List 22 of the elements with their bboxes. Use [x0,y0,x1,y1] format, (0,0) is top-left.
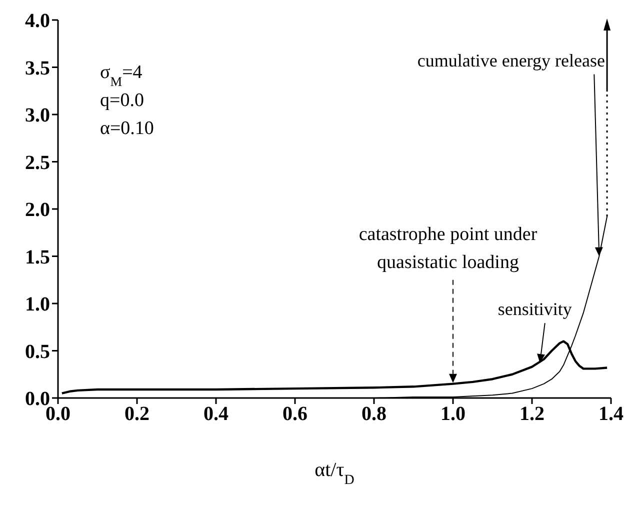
x-tick-label: 0.6 [282,403,308,426]
annotation: sensitivity [498,299,572,320]
annotation: cumulative energy release [417,50,605,70]
annotation: σ$_{M}$=4 [100,62,143,88]
y-tick-label: 1.5 [25,246,50,268]
x-tick-label: 0.8 [362,403,386,426]
x-tick-label: 1.0 [440,403,466,426]
y-tick-label: 3.0 [25,104,50,127]
x-tick-label: 1.2 [520,403,544,426]
y-tick-label: 1.0 [25,294,50,316]
y-tick-label: 0.5 [25,340,50,363]
x-axis-title: αt/τ$_{D}$ [314,459,354,488]
annotation: catastrophe point under quasistatic loading [358,224,538,273]
y-tick-label: 3.5 [25,57,50,80]
y-tick-label: 2.0 [25,199,50,222]
annotation: q=0.0 [100,90,144,111]
annotation: α=0.10 [100,118,154,139]
x-tick-label: 0.4 [204,403,228,426]
x-tick-label: 1.4 [598,403,624,426]
x-tick-label: 0.2 [124,403,150,426]
y-tick-label: 4.0 [25,10,50,32]
y-tick-label: 2.5 [25,152,50,174]
